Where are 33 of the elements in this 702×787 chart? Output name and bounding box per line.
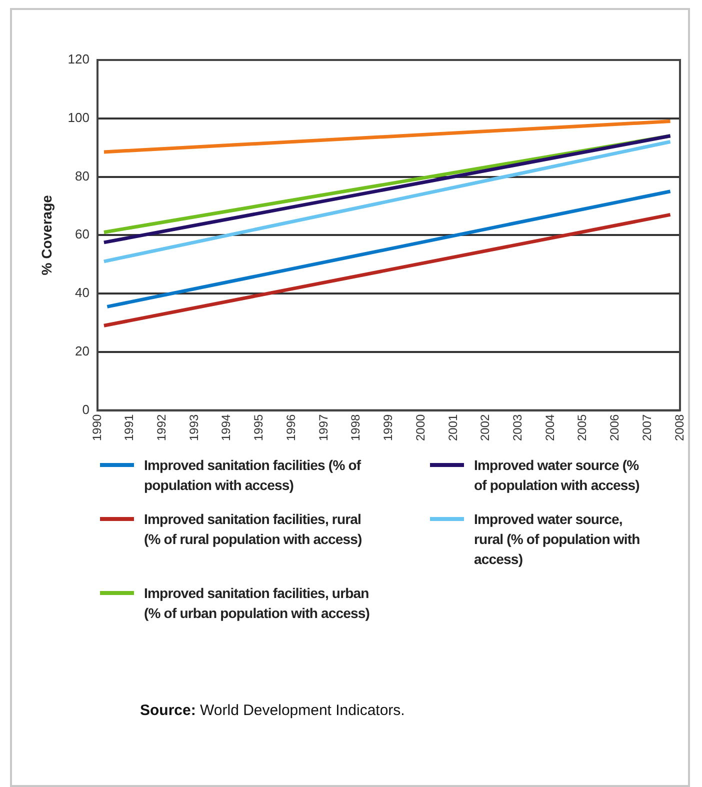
x-tick-label: 2005 <box>575 414 590 442</box>
source-note: Source: World Development Indicators. <box>140 702 405 719</box>
x-tick-label: 2000 <box>413 414 428 442</box>
y-tick-label: 80 <box>75 168 90 184</box>
x-tick-label: 1994 <box>219 414 234 442</box>
x-tick-label: 1999 <box>381 414 396 442</box>
y-axis-title: % Coverage <box>38 194 54 276</box>
legend-label: Improved water source, rural (% of population with access) <box>474 510 641 569</box>
x-tick-label: 2008 <box>672 414 686 442</box>
y-tick-label: 20 <box>75 344 90 358</box>
x-tick-label: 1990 <box>90 414 104 442</box>
x-tick-label: 1997 <box>316 414 330 442</box>
y-tick-label: 120 <box>68 52 90 67</box>
x-tick-label: 1995 <box>252 414 266 442</box>
legend-label: Improved water source (% of population with access) <box>474 456 640 495</box>
x-tick-label: 2003 <box>510 414 525 442</box>
y-tick-label: 0 <box>82 402 90 417</box>
x-tick-label: 1991 <box>122 414 136 442</box>
x-tick-label: 2004 <box>542 414 557 442</box>
x-tick-label: 2007 <box>640 414 654 442</box>
legend-label: Improved sanitation facilities, urban (% of urban population with access) <box>144 584 371 623</box>
x-tick-label: 1998 <box>348 414 363 442</box>
x-tick-label: 1993 <box>186 414 201 442</box>
legend-label: Improved sanitation facilities (% of population with access) <box>144 456 362 495</box>
y-tick-label: 100 <box>68 110 90 125</box>
x-tick-label: 2002 <box>478 414 492 442</box>
y-tick-label: 40 <box>75 285 90 300</box>
x-tick-label: 1996 <box>284 414 298 442</box>
x-tick-label: 2006 <box>608 414 622 442</box>
x-tick-label: 1992 <box>154 414 169 442</box>
y-tick-label: 60 <box>75 226 90 242</box>
legend-label: Improved sanitation facilities, rural (% of rural population with access) <box>144 510 363 549</box>
x-tick-label: 2001 <box>446 414 460 442</box>
